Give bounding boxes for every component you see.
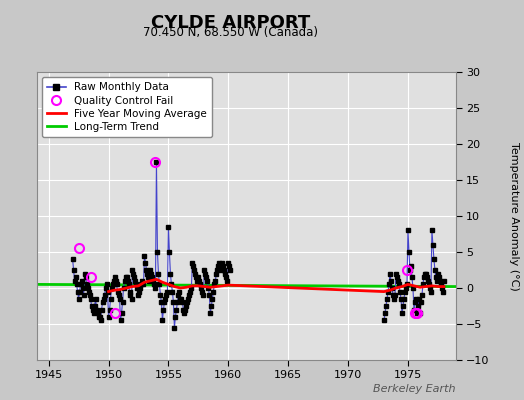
Text: CYLDE AIRPORT: CYLDE AIRPORT <box>151 14 310 32</box>
Text: Berkeley Earth: Berkeley Earth <box>374 384 456 394</box>
Text: 70.450 N, 68.550 W (Canada): 70.450 N, 68.550 W (Canada) <box>143 26 318 39</box>
Y-axis label: Temperature Anomaly (°C): Temperature Anomaly (°C) <box>509 142 519 290</box>
Legend: Raw Monthly Data, Quality Control Fail, Five Year Moving Average, Long-Term Tren: Raw Monthly Data, Quality Control Fail, … <box>42 77 212 137</box>
